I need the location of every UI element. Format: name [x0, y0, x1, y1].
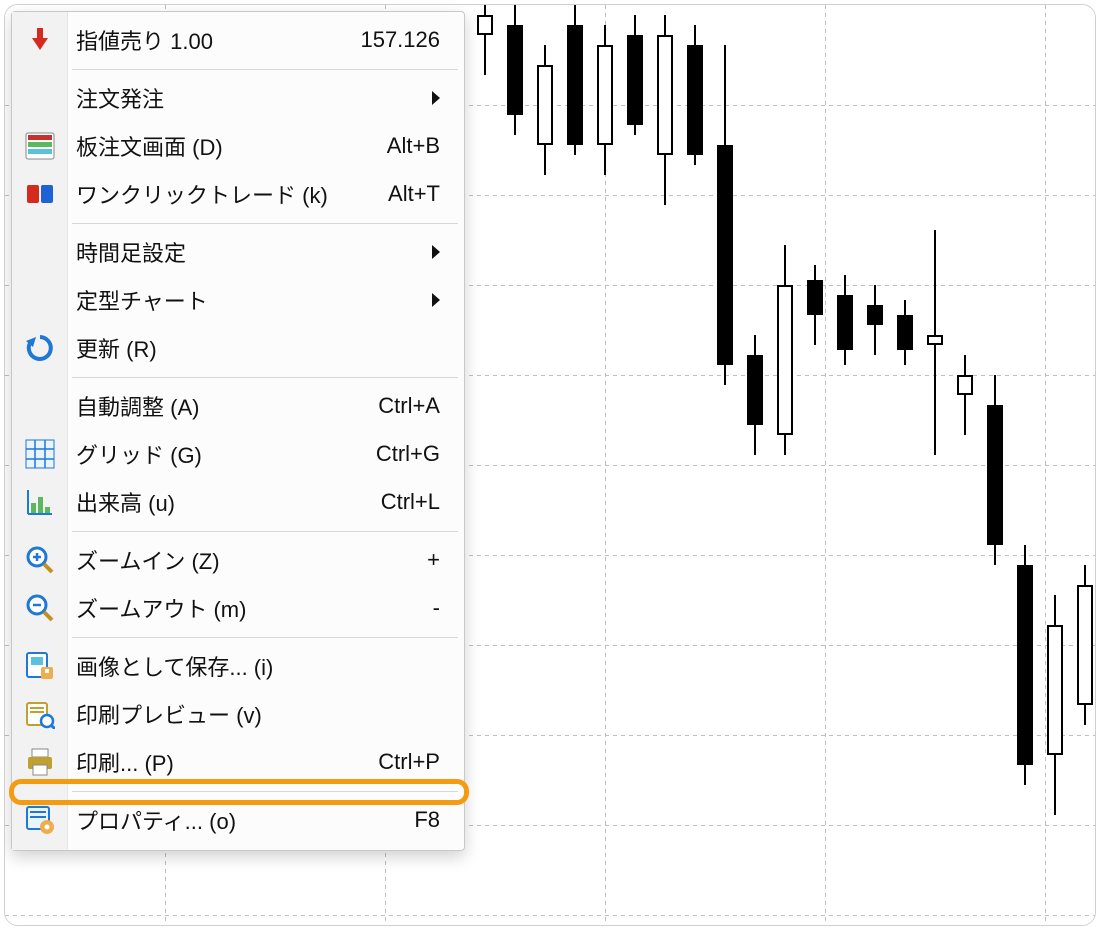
menu-item-shortcut: F8	[414, 807, 440, 833]
submenu-arrow-icon	[432, 245, 440, 259]
menu-item-label: 板注文画面 (D)	[76, 130, 387, 162]
menu-item-label: プロパティ... (o)	[76, 804, 414, 836]
menu-item-auto-adjust[interactable]: 自動調整 (A)Ctrl+A	[12, 382, 464, 430]
menu-item-label: 更新 (R)	[76, 332, 440, 364]
menu-separator	[12, 218, 464, 228]
grid-line-vertical	[1045, 5, 1046, 925]
chart-context-menu: 指値売り 1.00157.126注文発注板注文画面 (D)Alt+Bワンクリック…	[11, 11, 465, 851]
menu-item-label: 指値売り 1.00	[76, 24, 360, 56]
menu-item-refresh[interactable]: 更新 (R)	[12, 324, 464, 372]
menu-separator	[12, 526, 464, 536]
menu-item-volume[interactable]: 出来高 (u)Ctrl+L	[12, 478, 464, 526]
menu-item-new-order[interactable]: 注文発注	[12, 74, 464, 122]
menu-item-print[interactable]: 印刷... (P)Ctrl+P	[12, 738, 464, 786]
menu-item-zoom-out[interactable]: ズームアウト (m)-	[12, 584, 464, 632]
zoom-in-icon	[22, 542, 58, 578]
grid-icon	[22, 436, 58, 472]
submenu-arrow-icon	[432, 91, 440, 105]
menu-separator	[12, 786, 464, 796]
menu-item-shortcut: Ctrl+L	[381, 489, 440, 515]
menu-item-shortcut: Ctrl+G	[376, 441, 440, 467]
menu-item-label: 自動調整 (A)	[76, 390, 378, 422]
menu-item-sell-limit[interactable]: 指値売り 1.00157.126	[12, 16, 464, 64]
menu-item-label: 注文発注	[76, 82, 432, 114]
menu-item-label: ワンクリックトレード (k)	[76, 178, 388, 210]
menu-item-shortcut: -	[433, 595, 440, 621]
menu-item-properties[interactable]: プロパティ... (o)F8	[12, 796, 464, 844]
menu-item-shortcut: Alt+T	[388, 181, 440, 207]
save-image-icon	[22, 648, 58, 684]
menu-item-timeframe[interactable]: 時間足設定	[12, 228, 464, 276]
menu-item-shortcut: Alt+B	[387, 133, 440, 159]
menu-item-shortcut: Ctrl+P	[378, 749, 440, 775]
dom-icon	[22, 128, 58, 164]
grid-line-horizontal	[5, 915, 1095, 916]
menu-item-label: ズームアウト (m)	[76, 592, 433, 624]
menu-item-template[interactable]: 定型チャート	[12, 276, 464, 324]
chart-window: 指値売り 1.00157.126注文発注板注文画面 (D)Alt+Bワンクリック…	[4, 4, 1096, 926]
menu-item-label: 出来高 (u)	[76, 486, 381, 518]
menu-item-label: 画像として保存... (i)	[76, 650, 440, 682]
menu-item-shortcut: Ctrl+A	[378, 393, 440, 419]
grid-line-vertical	[825, 5, 826, 925]
zoom-out-icon	[22, 590, 58, 626]
blank-icon	[22, 234, 58, 270]
menu-item-label: ズームイン (Z)	[76, 544, 427, 576]
menu-item-label: 時間足設定	[76, 236, 432, 268]
menu-item-label: 印刷... (P)	[76, 746, 378, 778]
blank-icon	[22, 80, 58, 116]
menu-item-label: 定型チャート	[76, 284, 432, 316]
menu-item-zoom-in[interactable]: ズームイン (Z)+	[12, 536, 464, 584]
menu-item-one-click[interactable]: ワンクリックトレード (k)Alt+T	[12, 170, 464, 218]
menu-item-depth-of-market[interactable]: 板注文画面 (D)Alt+B	[12, 122, 464, 170]
menu-item-save-image[interactable]: 画像として保存... (i)	[12, 642, 464, 690]
menu-separator	[12, 632, 464, 642]
menu-separator	[12, 64, 464, 74]
oneclick-icon	[22, 176, 58, 212]
menu-item-label: 印刷プレビュー (v)	[76, 698, 440, 730]
menu-item-shortcut: +	[427, 547, 440, 573]
print-icon	[22, 744, 58, 780]
menu-separator	[12, 372, 464, 382]
menu-item-shortcut: 157.126	[360, 27, 440, 53]
menu-item-label: グリッド (G)	[76, 438, 376, 470]
blank-icon	[22, 282, 58, 318]
submenu-arrow-icon	[432, 293, 440, 307]
volume-icon	[22, 484, 58, 520]
menu-item-print-preview[interactable]: 印刷プレビュー (v)	[12, 690, 464, 738]
properties-icon	[22, 802, 58, 838]
sell-arrow-icon	[22, 22, 58, 58]
refresh-icon	[22, 330, 58, 366]
print-preview-icon	[22, 696, 58, 732]
menu-item-grid[interactable]: グリッド (G)Ctrl+G	[12, 430, 464, 478]
blank-icon	[22, 388, 58, 424]
